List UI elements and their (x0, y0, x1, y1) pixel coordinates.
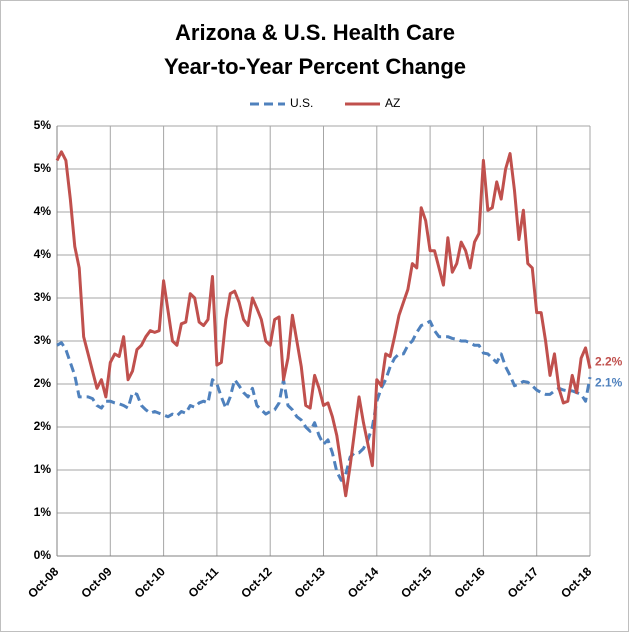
y-tick-label: 4% (34, 204, 52, 218)
chart-title: Year-to-Year Percent Change (164, 54, 466, 79)
y-tick-label: 1% (34, 505, 52, 519)
legend-label: U.S. (290, 96, 313, 110)
y-tick-label: 5% (34, 161, 52, 175)
chart-title: Arizona & U.S. Health Care (175, 20, 455, 45)
end-label: 2.1% (595, 375, 623, 389)
y-tick-label: 3% (34, 290, 52, 304)
y-tick-label: 2% (34, 376, 52, 390)
y-tick-label: 3% (34, 333, 52, 347)
y-tick-label: 0% (34, 548, 52, 562)
y-tick-label: 1% (34, 462, 52, 476)
end-label: 2.2% (595, 355, 623, 369)
y-tick-label: 2% (34, 419, 52, 433)
y-tick-label: 4% (34, 247, 52, 261)
line (55, 150, 592, 498)
legend-label: AZ (385, 96, 400, 110)
y-tick-label: 5% (34, 118, 52, 132)
line (56, 319, 592, 482)
